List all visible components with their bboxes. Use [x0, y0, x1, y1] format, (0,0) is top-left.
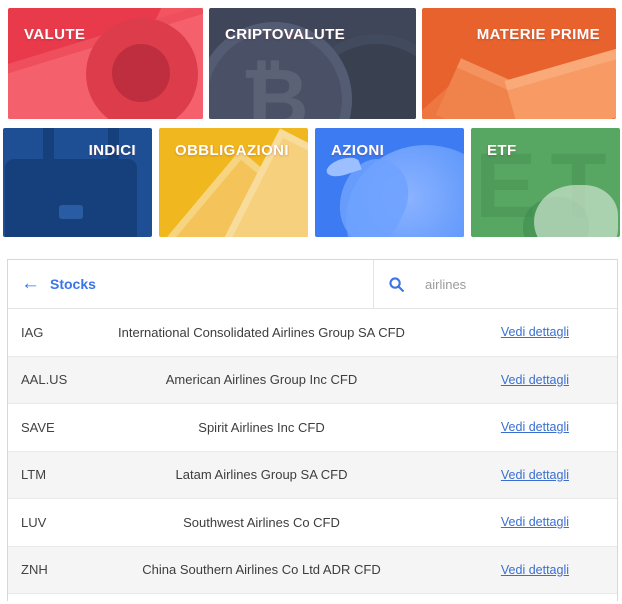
stock-row-luv: LUV Southwest Airlines Co CFD Vedi detta…: [8, 499, 617, 547]
bitcoin-coins-image: ₿: [209, 8, 416, 119]
tile-valute-label: VALUTE: [24, 26, 86, 43]
stock-ticker: SAVE: [21, 419, 55, 435]
stock-name: Latam Airlines Group SA CFD: [175, 467, 348, 483]
gold-bars-image: [422, 8, 616, 119]
tile-etf-label: ETF: [487, 142, 517, 159]
detail-link[interactable]: Vedi dettagli: [500, 467, 569, 482]
detail-link[interactable]: Vedi dettagli: [500, 420, 569, 435]
stock-row-aal: AAL.US American Airlines Group Inc CFD V…: [8, 356, 617, 404]
stock-row-partial: [8, 594, 617, 604]
stock-row-znh: ZNH China Southern Airlines Co Ltd ADR C…: [8, 546, 617, 594]
tile-indici-label: INDICI: [88, 142, 136, 159]
tile-etf[interactable]: ETF ETF: [471, 128, 620, 237]
search-box[interactable]: [374, 260, 617, 308]
briefcase-image: [3, 128, 152, 237]
stock-ticker: AAL.US: [21, 372, 68, 388]
tile-criptovalute[interactable]: ₿ CRIPTOVALUTE: [209, 8, 416, 119]
tile-materie-prime[interactable]: MATERIE PRIME: [422, 8, 616, 119]
bull-statue-image: [315, 128, 464, 237]
back-to-stocks-button[interactable]: ← Stocks: [8, 260, 374, 308]
tile-criptovalute-label: CRIPTOVALUTE: [225, 26, 346, 43]
tile-obbligazioni-label: OBBLIGAZIONI: [175, 142, 289, 159]
detail-link[interactable]: Vedi dettagli: [500, 515, 569, 530]
tile-azioni[interactable]: AZIONI: [315, 128, 464, 237]
stocks-search-panel: ← Stocks IAG International Consolidated …: [7, 259, 618, 604]
tile-indici[interactable]: INDICI: [3, 128, 152, 237]
tile-obbligazioni[interactable]: OBBLIGAZIONI: [159, 128, 308, 237]
stock-name: International Consolidated Airlines Grou…: [118, 324, 405, 340]
stock-name: Southwest Airlines Co CFD: [183, 514, 340, 530]
dollar-bill-image: [8, 8, 203, 119]
back-label: Stocks: [50, 276, 96, 292]
stock-ticker: LUV: [21, 514, 47, 530]
detail-link[interactable]: Vedi dettagli: [500, 562, 569, 577]
detail-link[interactable]: Vedi dettagli: [500, 372, 569, 387]
stock-row-ltm: LTM Latam Airlines Group SA CFD Vedi det…: [8, 451, 617, 499]
detail-link[interactable]: Vedi dettagli: [500, 325, 569, 340]
stock-row-iag: IAG International Consolidated Airlines …: [8, 309, 617, 357]
panel-header: ← Stocks: [8, 260, 617, 309]
stock-name: China Southern Airlines Co Ltd ADR CFD: [142, 562, 381, 578]
stock-ticker: LTM: [21, 467, 47, 483]
etf-figurines-image: ETF: [471, 128, 620, 237]
tile-azioni-label: AZIONI: [331, 142, 385, 159]
stock-name: American Airlines Group Inc CFD: [165, 372, 358, 388]
stock-ticker: IAG: [21, 324, 44, 340]
stock-ticker: ZNH: [21, 562, 48, 578]
back-arrow-icon[interactable]: ←: [21, 272, 40, 294]
stock-row-save: SAVE Spirit Airlines Inc CFD Vedi dettag…: [8, 404, 617, 452]
stock-name: Spirit Airlines Inc CFD: [198, 419, 325, 435]
search-input[interactable]: [423, 275, 617, 293]
tile-materie-prime-label: MATERIE PRIME: [476, 26, 600, 43]
search-icon: [389, 276, 404, 292]
tile-valute[interactable]: VALUTE: [8, 8, 203, 119]
